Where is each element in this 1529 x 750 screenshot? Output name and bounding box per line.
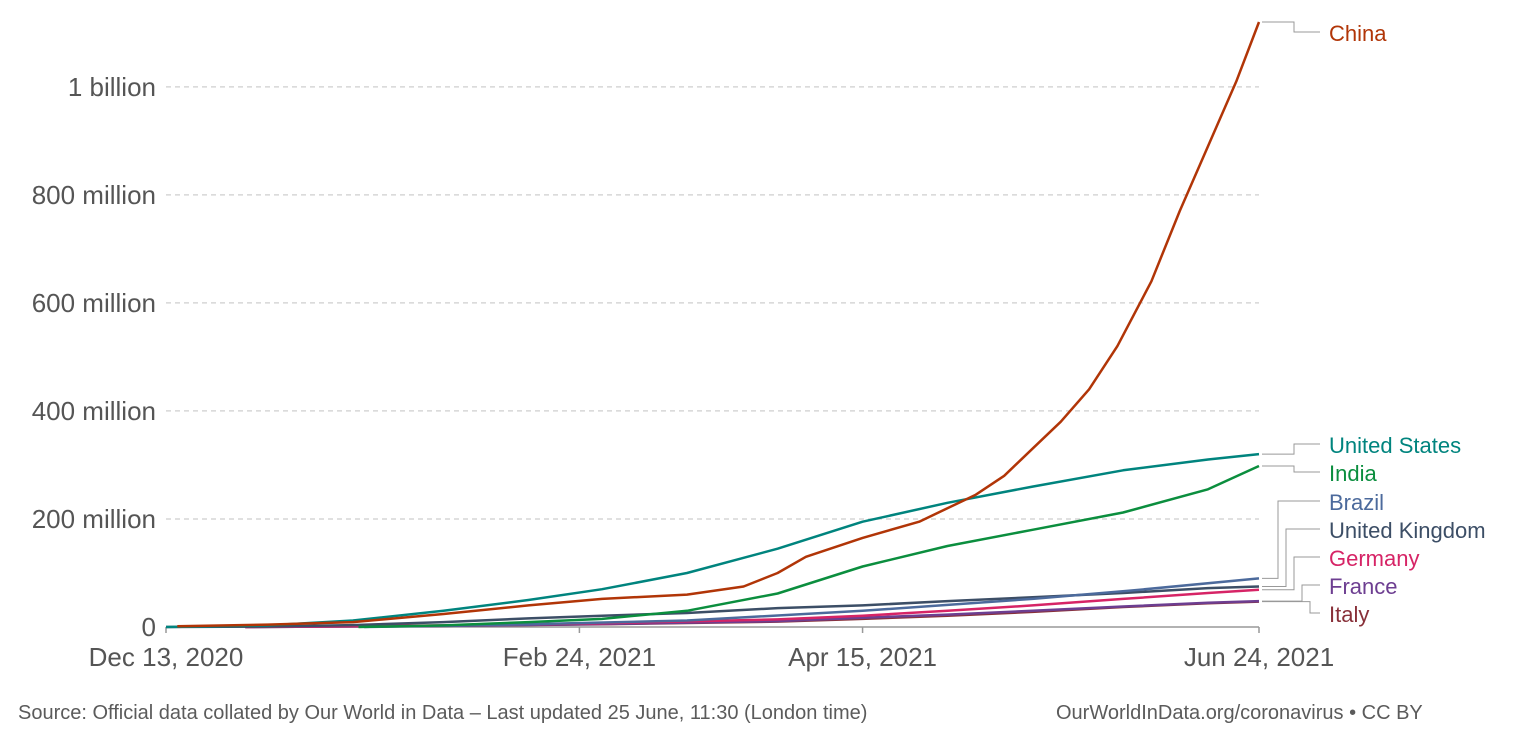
y-tick-label: 1 billion [68, 72, 156, 102]
x-tick-label: Feb 24, 2021 [503, 642, 656, 672]
series-line-brazil[interactable] [364, 577, 1260, 629]
y-tick-label: 0 [142, 612, 156, 642]
label-connector [1262, 556, 1320, 591]
x-tick-label: Dec 13, 2020 [89, 642, 244, 672]
y-tick-label: 200 million [32, 504, 156, 534]
series-label-china[interactable]: China [1329, 21, 1387, 46]
y-axis: 0 200 million 400 million 600 million 800 mi… [32, 72, 156, 642]
y-tick-label: 400 million [32, 396, 156, 426]
series-label-germany[interactable]: Germany [1329, 546, 1419, 571]
label-connector [1262, 465, 1320, 473]
label-connector [1262, 21, 1320, 33]
label-connector [1262, 584, 1320, 602]
label-connector [1262, 500, 1320, 579]
series-line-united-states[interactable] [165, 452, 1260, 629]
label-connector [1262, 528, 1320, 587]
series-label-france[interactable]: France [1329, 574, 1397, 599]
label-connector [1262, 443, 1320, 455]
x-axis: Dec 13, 2020 Feb 24, 2021 Apr 15, 2021 Jun … [89, 626, 1334, 672]
series-label-india[interactable]: India [1329, 461, 1377, 486]
y-tick-label: 800 million [32, 180, 156, 210]
series-label-italy[interactable]: Italy [1329, 602, 1369, 627]
series-labels: China United States India Brazil United King… [1262, 21, 1486, 627]
chart: 0 200 million 400 million 600 million 800 mi… [32, 21, 1486, 672]
series-line-china[interactable] [177, 21, 1261, 628]
series-line-india[interactable] [358, 464, 1260, 629]
x-tick-label: Apr 15, 2021 [788, 642, 937, 672]
series-label-united-kingdom[interactable]: United Kingdom [1329, 518, 1486, 543]
credit-link[interactable]: OurWorldInData.org/coronavirus • CC BY [1056, 702, 1423, 724]
series-label-united-states[interactable]: United States [1329, 433, 1461, 458]
series-label-brazil[interactable]: Brazil [1329, 490, 1384, 515]
label-connector [1262, 601, 1320, 614]
y-tick-label: 600 million [32, 288, 156, 318]
series-lines [165, 21, 1261, 629]
source-note: Source: Official data collated by Our Wo… [18, 702, 868, 724]
x-tick-label: Jun 24, 2021 [1184, 642, 1334, 672]
grid-lines [166, 86, 1259, 520]
